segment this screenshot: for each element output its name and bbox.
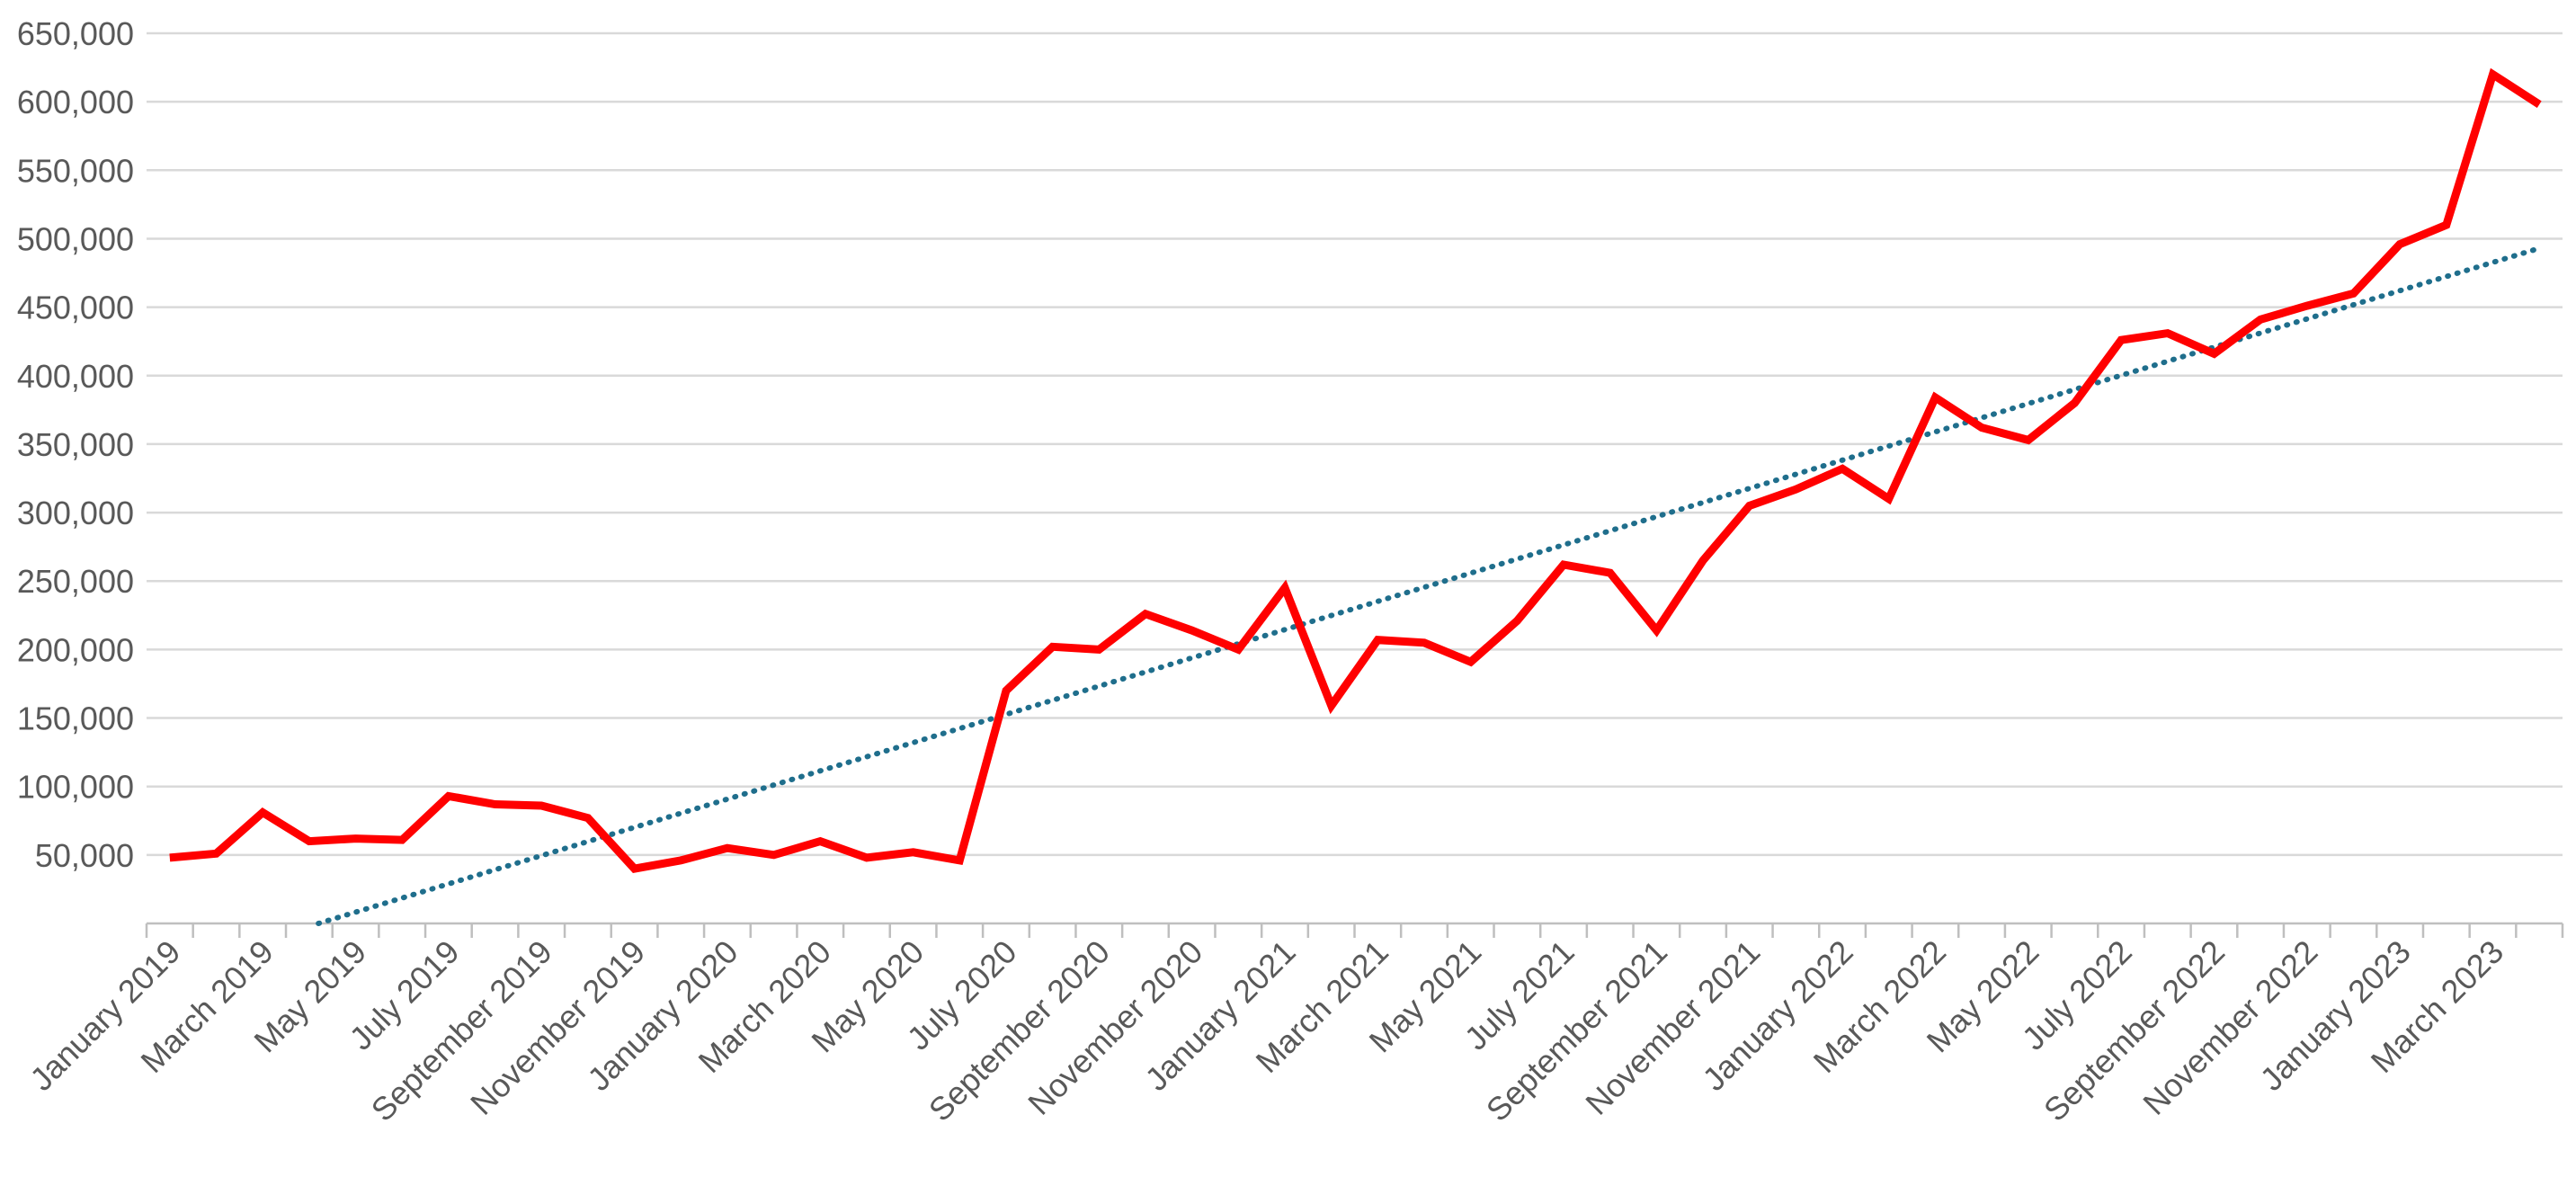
y-tick-label: 50,000: [35, 837, 134, 874]
y-tick-label: 450,000: [17, 290, 134, 326]
y-tick-label: 300,000: [17, 495, 134, 531]
y-tick-label: 100,000: [17, 769, 134, 806]
y-tick-label: 650,000: [17, 15, 134, 52]
y-tick-label: 500,000: [17, 220, 134, 257]
y-tick-label: 200,000: [17, 631, 134, 668]
y-tick-label: 600,000: [17, 84, 134, 120]
trendline-line: [316, 245, 2543, 926]
y-tick-label: 350,000: [17, 426, 134, 463]
trendline: [316, 245, 2543, 926]
series-line: [169, 67, 2542, 873]
y-tick-label: 250,000: [17, 563, 134, 600]
series: [169, 67, 2542, 873]
y-tick-label: 400,000: [17, 358, 134, 395]
y-tick-label: 550,000: [17, 152, 134, 189]
y-axis: 50,000 100,000 150,000 200,000 250,000 300,00…: [17, 15, 134, 874]
y-tick-label: 150,000: [17, 700, 134, 737]
gridlines: [147, 31, 2563, 857]
